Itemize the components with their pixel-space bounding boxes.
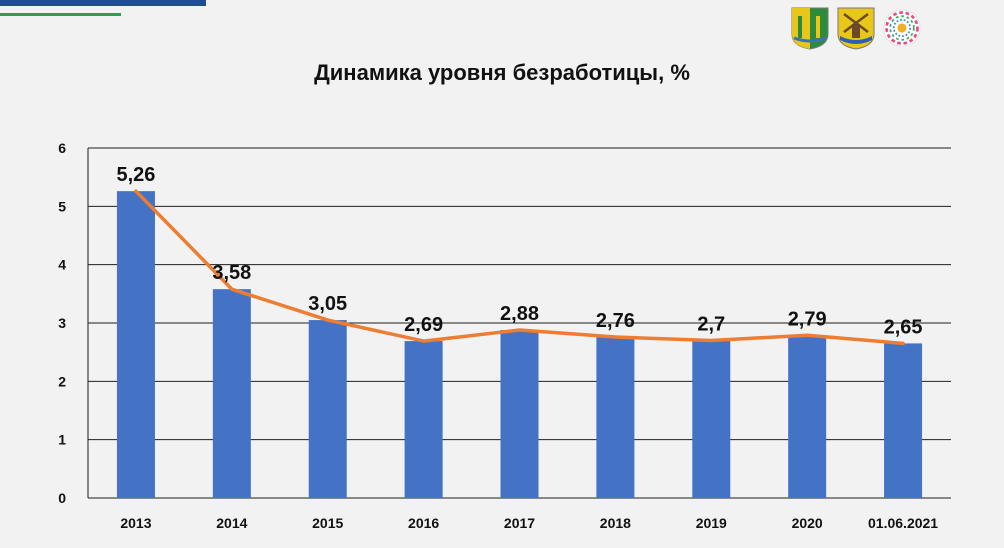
district-coat-of-arms-icon <box>791 7 829 50</box>
x-tick-label: 2018 <box>600 515 631 531</box>
data-label: 3,58 <box>212 262 251 284</box>
data-label: 2,79 <box>788 308 827 330</box>
data-label: 5,26 <box>116 164 155 186</box>
y-tick-label: 4 <box>58 257 66 273</box>
windmill-coat-of-arms-icon <box>837 7 875 50</box>
bar <box>884 343 923 498</box>
x-tick-label: 2013 <box>120 515 151 531</box>
data-label: 3,05 <box>308 293 347 315</box>
trend-line <box>134 189 905 346</box>
bar <box>692 340 731 498</box>
y-tick-label: 1 <box>58 432 66 448</box>
x-tick-label: 2019 <box>696 515 727 531</box>
y-tick-label: 5 <box>58 198 66 214</box>
data-label: 2,88 <box>500 303 539 325</box>
top-accent-bar-green <box>0 13 121 16</box>
bar <box>404 341 443 498</box>
anniversary-emblem-icon <box>883 9 921 47</box>
y-tick-label: 3 <box>58 315 66 331</box>
x-tick-label: 2015 <box>312 515 343 531</box>
data-label: 2,76 <box>596 310 635 332</box>
y-tick-label: 0 <box>58 490 66 506</box>
bar <box>308 320 347 498</box>
bar <box>116 191 155 498</box>
bar <box>500 330 539 498</box>
y-tick-label: 2 <box>58 373 66 389</box>
top-accent-bar-blue <box>0 0 206 6</box>
logo-group <box>790 6 922 50</box>
x-tick-label: 01.06.2021 <box>868 515 938 531</box>
y-tick-label: 6 <box>58 140 66 156</box>
bar <box>596 337 635 498</box>
bar <box>788 335 827 498</box>
chart-title: Динамика уровня безработицы, % <box>314 60 690 85</box>
x-tick-label: 2014 <box>216 515 247 531</box>
x-tick-label: 2016 <box>408 515 439 531</box>
data-label: 2,65 <box>884 316 923 338</box>
x-tick-label: 2017 <box>504 515 535 531</box>
data-label: 2,7 <box>697 314 725 336</box>
bar <box>212 289 251 498</box>
data-label: 2,69 <box>404 314 443 336</box>
x-tick-label: 2020 <box>792 515 823 531</box>
